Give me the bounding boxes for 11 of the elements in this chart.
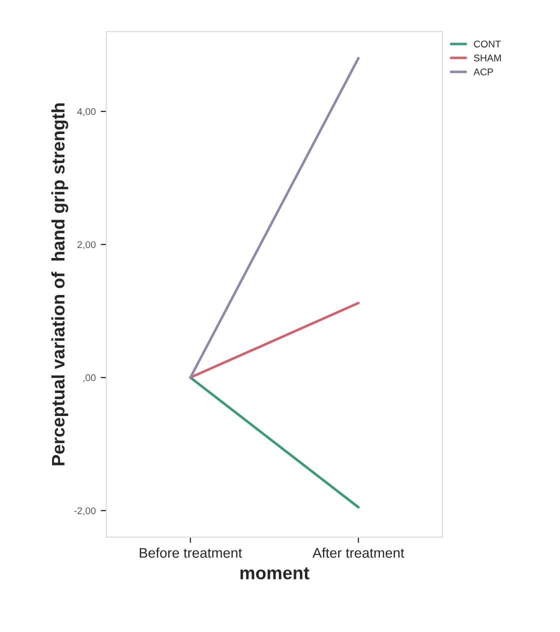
y-tick-label: 4,00 <box>77 108 96 116</box>
x-tick-label: After treatment <box>312 548 404 558</box>
legend-label: ACP <box>474 68 493 76</box>
y-tick-label: 2,00 <box>78 241 96 250</box>
x-tick-label: Before treatment <box>140 548 242 558</box>
y-tick-label: -2,00 <box>74 507 96 516</box>
y-axis-title: Perceptual variation of hand grip strength <box>51 103 68 466</box>
y-tick-label: ,00 <box>83 374 96 382</box>
legend-label: SHAM <box>474 54 501 62</box>
legend-label: CONT <box>474 40 501 48</box>
x-axis-title: moment <box>240 567 310 580</box>
